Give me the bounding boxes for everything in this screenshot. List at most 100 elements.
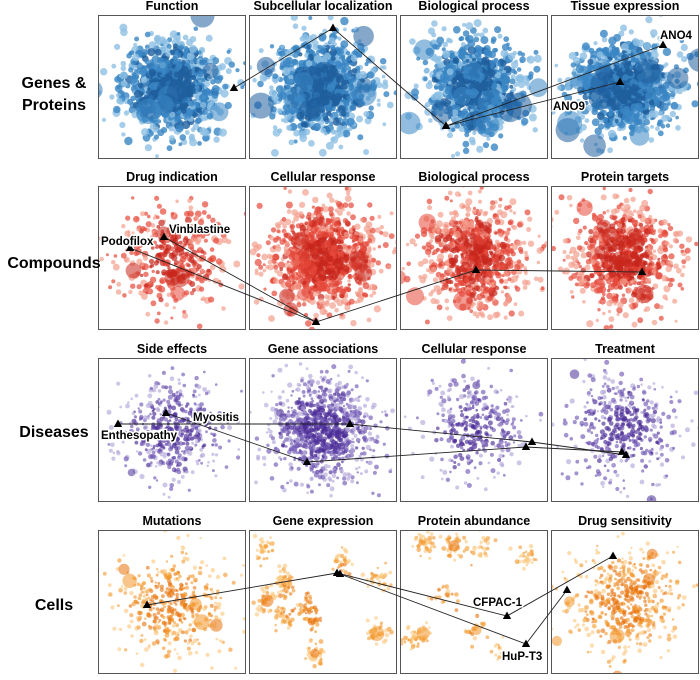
point: [139, 273, 144, 278]
point: [657, 119, 663, 125]
point: [206, 214, 212, 220]
point: [352, 248, 356, 252]
cluster-blob: [688, 48, 699, 72]
point: [572, 68, 577, 73]
point: [346, 72, 352, 78]
point: [197, 50, 202, 55]
point: [345, 56, 351, 62]
point: [133, 42, 138, 47]
point: [152, 216, 157, 220]
point: [277, 51, 283, 56]
point: [150, 223, 156, 228]
point: [200, 102, 207, 109]
point: [498, 133, 504, 139]
point: [209, 264, 216, 271]
point: [524, 81, 530, 87]
point: [136, 234, 140, 238]
point: [564, 84, 571, 91]
point: [149, 82, 158, 91]
point: [437, 55, 442, 60]
point: [203, 85, 208, 90]
point: [634, 57, 640, 63]
point: [486, 136, 491, 141]
point: [228, 61, 235, 68]
point: [305, 320, 312, 327]
cluster-blob: [293, 72, 314, 92]
point: [319, 308, 327, 316]
point: [130, 241, 134, 246]
point: [455, 151, 461, 157]
point: [423, 76, 428, 82]
point: [284, 218, 292, 226]
point: [372, 247, 376, 251]
point: [601, 36, 608, 43]
point: [128, 67, 134, 73]
point: [321, 112, 327, 118]
point: [189, 133, 195, 140]
point: [141, 49, 149, 56]
point: [361, 216, 367, 223]
point: [462, 140, 470, 148]
point: [575, 98, 582, 105]
point: [151, 269, 155, 274]
cluster-blob: [305, 98, 324, 117]
cluster-blob: [190, 15, 215, 28]
point: [436, 36, 445, 45]
point: [533, 54, 542, 63]
point: [132, 83, 139, 90]
point: [517, 50, 523, 56]
point: [365, 57, 372, 64]
point: [115, 289, 122, 295]
point: [503, 36, 510, 42]
point: [676, 51, 684, 58]
point: [116, 97, 123, 105]
point: [424, 101, 431, 108]
point: [513, 70, 518, 75]
point: [237, 79, 245, 87]
point: [144, 58, 150, 65]
point: [346, 211, 351, 216]
point: [343, 27, 347, 32]
point: [187, 86, 196, 95]
point: [161, 239, 167, 245]
point: [629, 64, 634, 69]
point: [509, 84, 514, 89]
point: [277, 261, 285, 269]
cluster-blob: [667, 67, 689, 89]
point: [274, 245, 282, 252]
point: [120, 252, 127, 259]
point: [607, 129, 617, 138]
point: [326, 93, 334, 101]
point: [510, 74, 516, 79]
point: [159, 244, 165, 251]
cluster-blob: [249, 92, 274, 119]
point: [131, 53, 140, 62]
point: [221, 236, 229, 244]
point: [185, 107, 194, 117]
point: [639, 54, 647, 61]
point: [220, 89, 229, 98]
point: [451, 64, 457, 70]
point: [144, 283, 149, 288]
point: [150, 300, 157, 307]
point: [499, 59, 507, 67]
point: [325, 217, 329, 222]
point: [243, 211, 246, 217]
point: [154, 195, 160, 201]
point: [218, 128, 227, 137]
point: [184, 130, 190, 135]
point: [363, 111, 370, 117]
point: [344, 62, 350, 68]
point: [462, 60, 467, 65]
point: [662, 47, 672, 57]
point: [347, 66, 352, 70]
point: [189, 138, 198, 147]
point: [381, 74, 386, 79]
point: [627, 49, 632, 54]
point: [149, 123, 156, 130]
point: [288, 139, 295, 146]
point: [632, 91, 638, 97]
point: [617, 52, 622, 57]
point: [178, 44, 184, 51]
point: [152, 77, 159, 84]
